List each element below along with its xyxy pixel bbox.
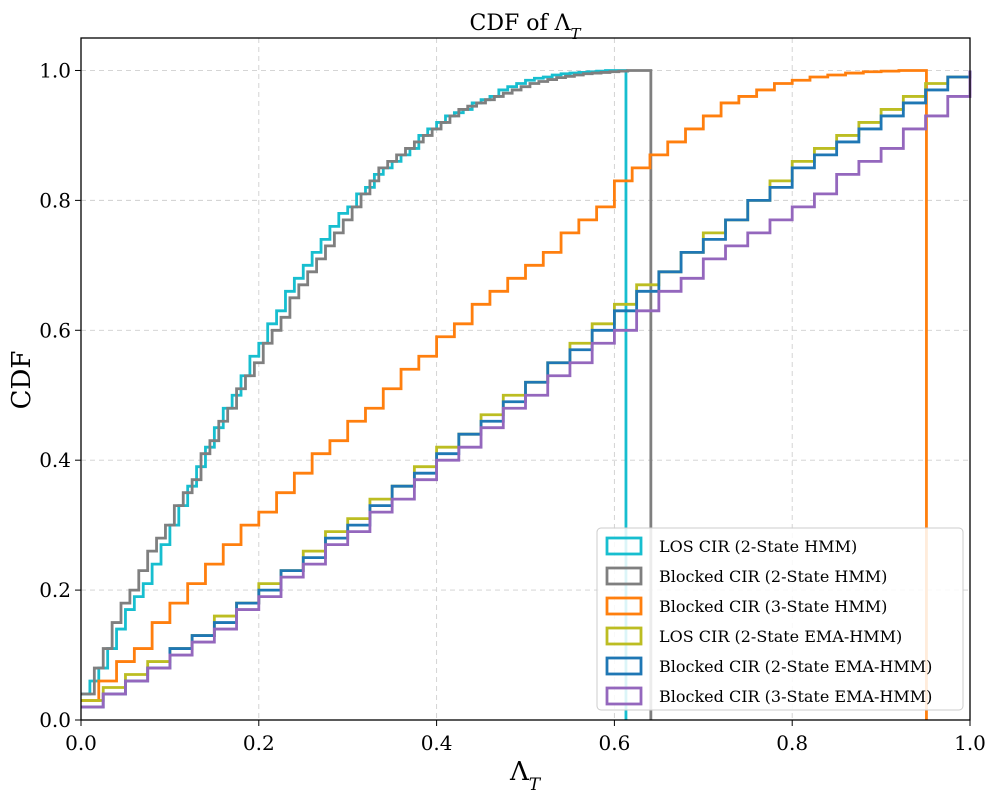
x-tick-label-5: 1.0 (954, 731, 986, 755)
x-tick-label-3: 0.6 (598, 731, 630, 755)
legend-label-2: Blocked CIR (3-State HMM) (659, 597, 887, 616)
y-tick-label-5: 1.0 (39, 58, 71, 82)
plot-frame (80, 37, 971, 721)
legend-swatch-5 (605, 686, 643, 706)
legend-label-4: Blocked CIR (2-State EMA-HMM) (659, 657, 932, 676)
series-line-1 (81, 69, 653, 720)
legend-swatch-3 (605, 626, 643, 646)
legend-label-0: LOS CIR (2-State HMM) (659, 537, 857, 556)
y-tick-label-0: 0.0 (39, 708, 71, 732)
x-tick-label-1: 0.2 (243, 731, 275, 755)
series-line-5 (81, 70, 972, 709)
legend-swatch-1 (605, 566, 643, 586)
legend-label-5: Blocked CIR (3-State EMA-HMM) (659, 687, 932, 706)
y-tick-label-4: 0.8 (39, 188, 71, 212)
legend-label-3: LOS CIR (2-State EMA-HMM) (659, 627, 902, 646)
series-lines (81, 69, 972, 720)
legend-box (596, 527, 964, 711)
y-tick-label-2: 0.4 (39, 448, 71, 472)
x-tick-label-2: 0.4 (421, 731, 453, 755)
x-tick-label-0: 0.0 (65, 731, 97, 755)
y-tick-label-1: 0.2 (39, 578, 71, 602)
x-tick-label-4: 0.8 (776, 731, 808, 755)
ticks: 0.0 0.2 0.4 0.6 0.8 1.0 0.0 0.2 0.4 0.6 0.8 1.0 (39, 58, 986, 755)
legend-swatch-0 (605, 536, 643, 556)
chart-title: CDF of ΛT (469, 11, 581, 43)
y-tick-label-3: 0.6 (39, 318, 71, 342)
y-axis-title: CDF (7, 351, 37, 410)
x-axis-title: ΛT (509, 757, 542, 795)
legend-label-1: Blocked CIR (2-State HMM) (659, 567, 887, 586)
legend: LOS CIR (2-State HMM) Blocked CIR (2-Stat… (596, 527, 964, 711)
legend-swatch-2 (605, 596, 643, 616)
legend-swatch-4 (605, 656, 643, 676)
series-line-2 (81, 69, 928, 720)
